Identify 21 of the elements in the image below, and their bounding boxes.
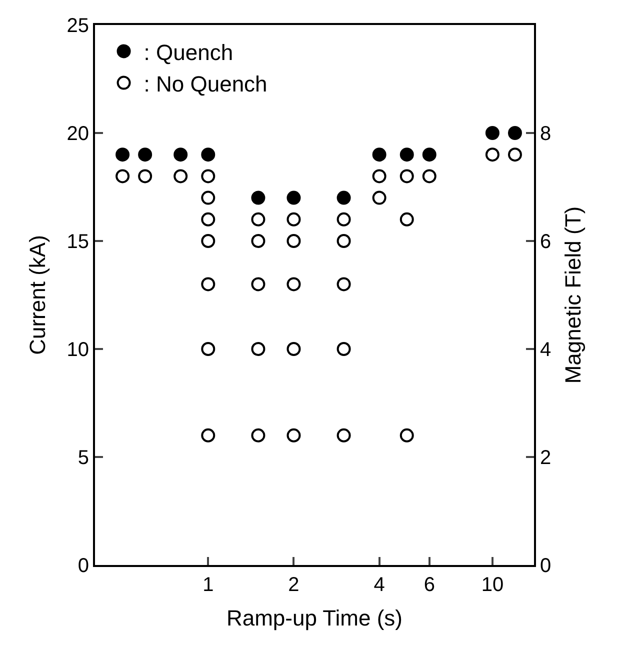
y-tick-label: 10	[66, 339, 89, 361]
legend-label: : No Quench	[144, 71, 268, 96]
x-tick-label: 10	[481, 574, 504, 596]
y-tick-label: 20	[66, 123, 89, 145]
y2-tick-label: 4	[540, 339, 552, 361]
legend-label: : Quench	[144, 40, 234, 65]
y-axis-title: Current (kA)	[25, 235, 50, 355]
y-tick-label: 15	[66, 231, 89, 253]
y2-tick-label: 2	[540, 447, 552, 469]
y2-tick-label: 0	[540, 555, 552, 577]
y2-tick-label: 6	[540, 231, 552, 253]
y-tick-label: 25	[66, 15, 89, 37]
x-tick-label: 2	[288, 574, 300, 596]
y2-tick-label: 8	[540, 123, 552, 145]
y2-axis-title: Magnetic Field (T)	[560, 206, 586, 384]
y-tick-label: 0	[78, 555, 89, 577]
x-tick-label: 1	[202, 574, 214, 596]
x-tick-label: 6	[424, 574, 435, 596]
x-axis-title: Ramp-up Time (s)	[226, 605, 403, 630]
y-tick-label: 5	[78, 447, 89, 469]
x-tick-label: 4	[374, 574, 385, 596]
